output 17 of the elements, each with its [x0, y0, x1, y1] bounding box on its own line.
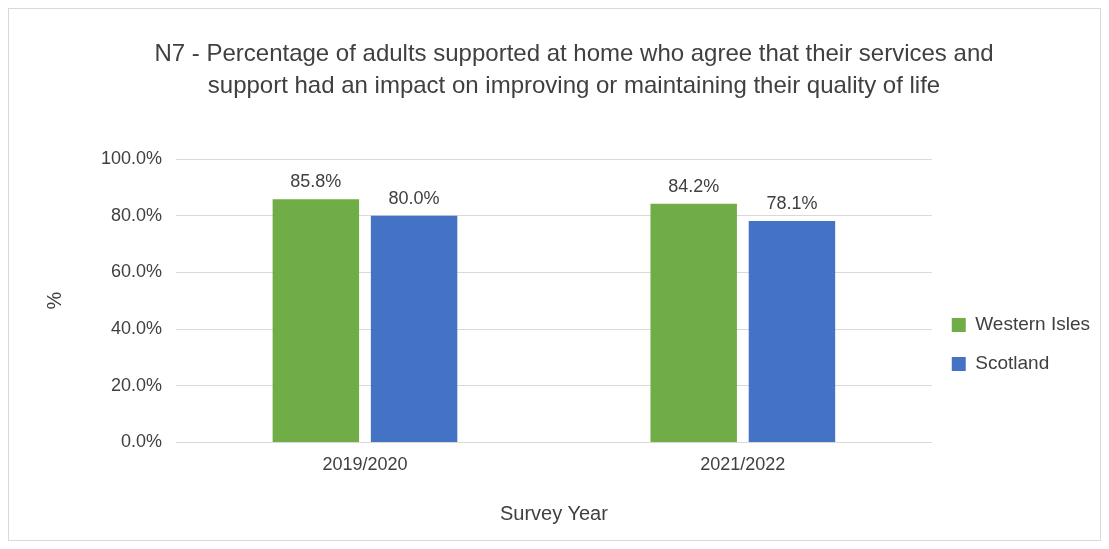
- y-axis-title: %: [42, 291, 65, 310]
- y-tick-label: 40.0%: [111, 318, 163, 339]
- x-axis-title: Survey Year: [499, 501, 609, 524]
- data-label: 78.1%: [766, 193, 818, 214]
- legend-label: Scotland: [975, 352, 1050, 374]
- data-label: 80.0%: [388, 187, 440, 208]
- y-tick-label: 0.0%: [121, 431, 163, 452]
- x-tick-label: 2019/2020: [322, 454, 408, 475]
- y-tick-label: 60.0%: [111, 261, 163, 282]
- y-tick-label: 20.0%: [111, 374, 163, 395]
- x-tick-label: 2021/2022: [700, 454, 786, 475]
- data-label: 85.8%: [290, 171, 342, 192]
- legend-label: Western Isles: [975, 313, 1091, 335]
- chart-title: N7 - Percentage of adults supported at home who agree that their services and support had an impact on improving or maintaining their quality of life: [153, 38, 995, 100]
- data-label: 84.2%: [668, 175, 720, 196]
- y-tick-label: 100.0%: [100, 147, 163, 168]
- y-tick-label: 80.0%: [111, 204, 163, 225]
